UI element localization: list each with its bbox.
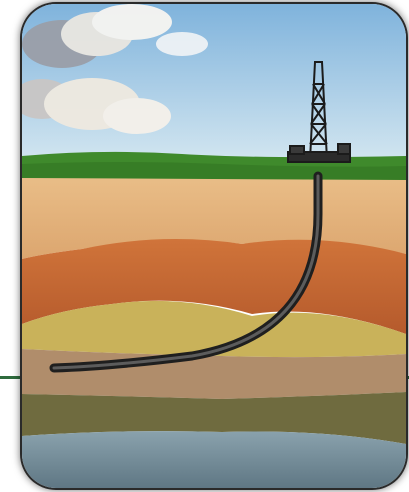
yellow-layer (22, 300, 406, 358)
drilling-cross-section-image (22, 4, 406, 488)
divider-line-left (0, 376, 34, 379)
rock-layer (22, 431, 406, 488)
sand-layer (22, 178, 406, 259)
drilling-rig-icon (287, 61, 351, 163)
dark-layer (22, 392, 406, 444)
tan-layer (22, 349, 406, 399)
clouds (22, 4, 208, 134)
rounded-image-frame (22, 4, 406, 488)
